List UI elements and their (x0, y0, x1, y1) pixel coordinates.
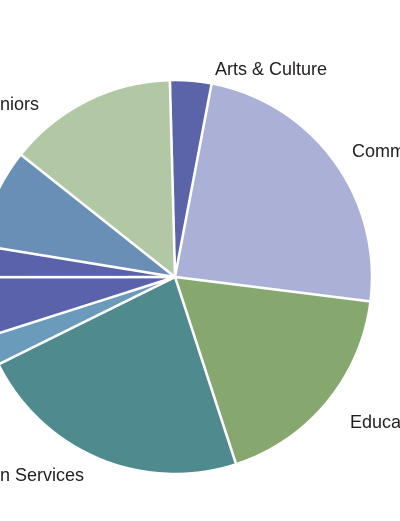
slice-label: n Services (0, 465, 84, 485)
slice-label: Arts & Culture (215, 59, 327, 79)
pie-slice (0, 275, 177, 335)
pie-slice (173, 275, 372, 466)
slice-label: niors (0, 94, 39, 114)
pie-slice (19, 78, 177, 279)
slice-label: Comm (352, 141, 400, 161)
pie-slice (173, 82, 374, 303)
pie-slice (0, 275, 177, 366)
pie-slice (0, 275, 238, 476)
pie-slice (0, 153, 177, 279)
slice-label: Educa (350, 412, 400, 432)
